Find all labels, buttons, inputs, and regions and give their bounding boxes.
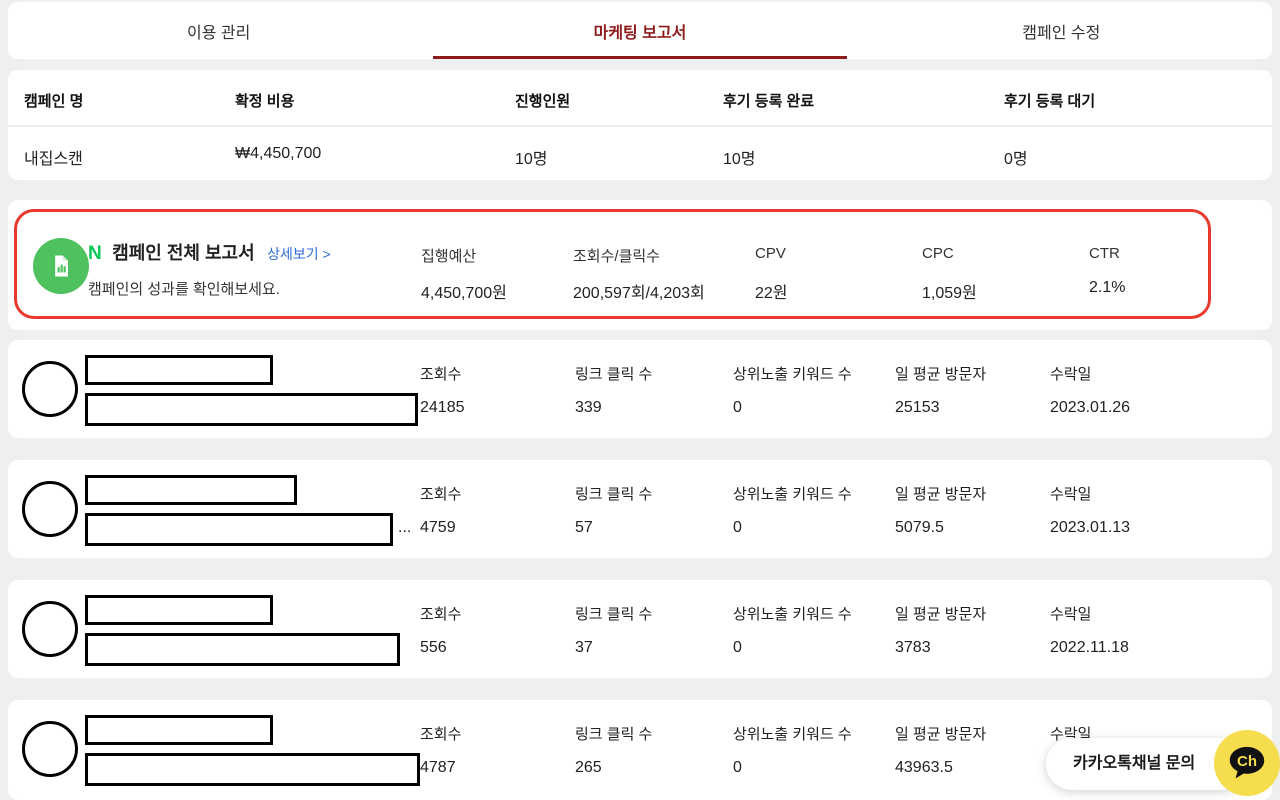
report-details-link[interactable]: 상세보기 > bbox=[267, 246, 331, 262]
report-chart-icon bbox=[33, 238, 89, 294]
review-done-value: 10명 bbox=[723, 151, 756, 168]
accept-date-label: 수락일 bbox=[1050, 606, 1092, 623]
col-header-participants: 진행인원 bbox=[515, 93, 571, 110]
metric-cpv-value: 22원 bbox=[755, 285, 788, 302]
views-label: 조회수 bbox=[420, 366, 462, 383]
campaign-report-card: N 캠페인 전체 보고서 상세보기 > 캠페인의 성과를 확인해보세요. 집행예… bbox=[8, 200, 1272, 330]
keywords-label: 상위노출 키워드 수 bbox=[733, 366, 852, 383]
views-label: 조회수 bbox=[420, 606, 462, 623]
views-value: 556 bbox=[420, 639, 447, 656]
redacted-name-box bbox=[85, 475, 297, 505]
views-label: 조회수 bbox=[420, 486, 462, 503]
redacted-name-box bbox=[85, 355, 273, 385]
visitors-value: 3783 bbox=[895, 639, 931, 656]
naver-icon: N bbox=[88, 243, 102, 264]
metric-ctr-label: CTR bbox=[1089, 245, 1120, 262]
avatar bbox=[22, 481, 78, 537]
keywords-value: 0 bbox=[733, 399, 742, 416]
kakao-speech-bubble-icon: Ch bbox=[1229, 746, 1265, 779]
redacted-url-box bbox=[85, 513, 393, 546]
col-header-review-wait: 후기 등록 대기 bbox=[1004, 93, 1096, 110]
keywords-label: 상위노출 키워드 수 bbox=[733, 606, 852, 623]
influencer-row: 조회수 556 링크 클릭 수 37 상위노출 키워드 수 0 일 평균 방문자… bbox=[8, 580, 1272, 678]
clicks-label: 링크 클릭 수 bbox=[575, 486, 653, 503]
visitors-value: 5079.5 bbox=[895, 519, 944, 536]
keywords-label: 상위노출 키워드 수 bbox=[733, 726, 852, 743]
review-wait-value: 0명 bbox=[1004, 151, 1028, 168]
keywords-value: 0 bbox=[733, 759, 742, 776]
report-title: 캠페인 전체 보고서 bbox=[112, 243, 255, 263]
report-subtitle: 캠페인의 성과를 확인해보세요. bbox=[88, 281, 280, 298]
keywords-value: 0 bbox=[733, 639, 742, 656]
svg-text:Ch: Ch bbox=[1237, 753, 1257, 770]
metric-views-clicks-value: 200,597회/4,203회 bbox=[573, 285, 705, 302]
redacted-url-box bbox=[85, 753, 420, 786]
clicks-value: 57 bbox=[575, 519, 593, 536]
influencer-row: 조회수 24185 링크 클릭 수 339 상위노출 키워드 수 0 일 평균 … bbox=[8, 340, 1272, 438]
visitors-label: 일 평균 방문자 bbox=[895, 366, 987, 383]
views-value: 4787 bbox=[420, 759, 456, 776]
truncation-ellipsis: ... bbox=[398, 519, 412, 536]
views-label: 조회수 bbox=[420, 726, 462, 743]
influencer-row: ... 조회수 4759 링크 클릭 수 57 상위노출 키워드 수 0 일 평… bbox=[8, 460, 1272, 558]
visitors-value: 25153 bbox=[895, 399, 940, 416]
tab-marketing-report[interactable]: 마케팅 보고서 bbox=[429, 2, 850, 59]
metric-budget-label: 집행예산 bbox=[421, 248, 477, 265]
participants-value: 10명 bbox=[515, 151, 548, 168]
visitors-value: 43963.5 bbox=[895, 759, 953, 776]
clicks-label: 링크 클릭 수 bbox=[575, 366, 653, 383]
views-value: 4759 bbox=[420, 519, 456, 536]
keywords-value: 0 bbox=[733, 519, 742, 536]
col-header-campaign-name: 캠페인 명 bbox=[24, 93, 84, 110]
redacted-name-box bbox=[85, 595, 273, 625]
visitors-label: 일 평균 방문자 bbox=[895, 486, 987, 503]
avatar bbox=[22, 721, 78, 777]
metric-ctr-value: 2.1% bbox=[1089, 279, 1126, 296]
redacted-url-box bbox=[85, 633, 400, 666]
campaign-name-value: 내집스캔 bbox=[24, 151, 83, 168]
clicks-value: 37 bbox=[575, 639, 593, 656]
views-value: 24185 bbox=[420, 399, 465, 416]
metric-views-clicks-label: 조회수/클릭수 bbox=[573, 248, 660, 265]
confirmed-cost-value: ₩4,450,700 bbox=[235, 145, 322, 162]
metric-cpc-value: 1,059원 bbox=[922, 285, 977, 302]
tab-usage-management[interactable]: 이용 관리 bbox=[187, 24, 251, 42]
accept-date-label: 수락일 bbox=[1050, 366, 1092, 383]
avatar bbox=[22, 601, 78, 657]
kakao-channel-fab[interactable]: 카카오톡채널 문의 Ch bbox=[1046, 730, 1280, 796]
col-header-review-done: 후기 등록 완료 bbox=[723, 93, 815, 110]
report-title-row: N 캠페인 전체 보고서 상세보기 > bbox=[88, 239, 331, 265]
divider bbox=[8, 125, 1272, 127]
accept-date-value: 2023.01.13 bbox=[1050, 519, 1131, 536]
avatar bbox=[22, 361, 78, 417]
clicks-value: 339 bbox=[575, 399, 602, 416]
keywords-label: 상위노출 키워드 수 bbox=[733, 486, 852, 503]
clicks-value: 265 bbox=[575, 759, 602, 776]
accept-date-label: 수락일 bbox=[1050, 486, 1092, 503]
tab-campaign-edit[interactable]: 캠페인 수정 bbox=[1022, 24, 1101, 42]
tab-bar: 이용 관리 마케팅 보고서 캠페인 수정 bbox=[8, 2, 1272, 59]
visitors-label: 일 평균 방문자 bbox=[895, 606, 987, 623]
kakao-channel-icon[interactable]: Ch bbox=[1214, 730, 1280, 796]
metric-cpv-label: CPV bbox=[755, 245, 786, 262]
accept-date-value: 2023.01.26 bbox=[1050, 399, 1131, 416]
campaign-summary-table: 캠페인 명 확정 비용 진행인원 후기 등록 완료 후기 등록 대기 내집스캔 … bbox=[8, 70, 1272, 180]
redacted-url-box bbox=[85, 393, 418, 426]
accept-date-value: 2022.11.18 bbox=[1050, 639, 1129, 656]
report-highlight-box: N 캠페인 전체 보고서 상세보기 > 캠페인의 성과를 확인해보세요. 집행예… bbox=[14, 209, 1211, 319]
metric-cpc-label: CPC bbox=[922, 245, 954, 262]
clicks-label: 링크 클릭 수 bbox=[575, 606, 653, 623]
visitors-label: 일 평균 방문자 bbox=[895, 726, 987, 743]
col-header-confirmed-cost: 확정 비용 bbox=[235, 93, 295, 110]
clicks-label: 링크 클릭 수 bbox=[575, 726, 653, 743]
metric-budget-value: 4,450,700원 bbox=[421, 285, 507, 302]
redacted-name-box bbox=[85, 715, 273, 745]
